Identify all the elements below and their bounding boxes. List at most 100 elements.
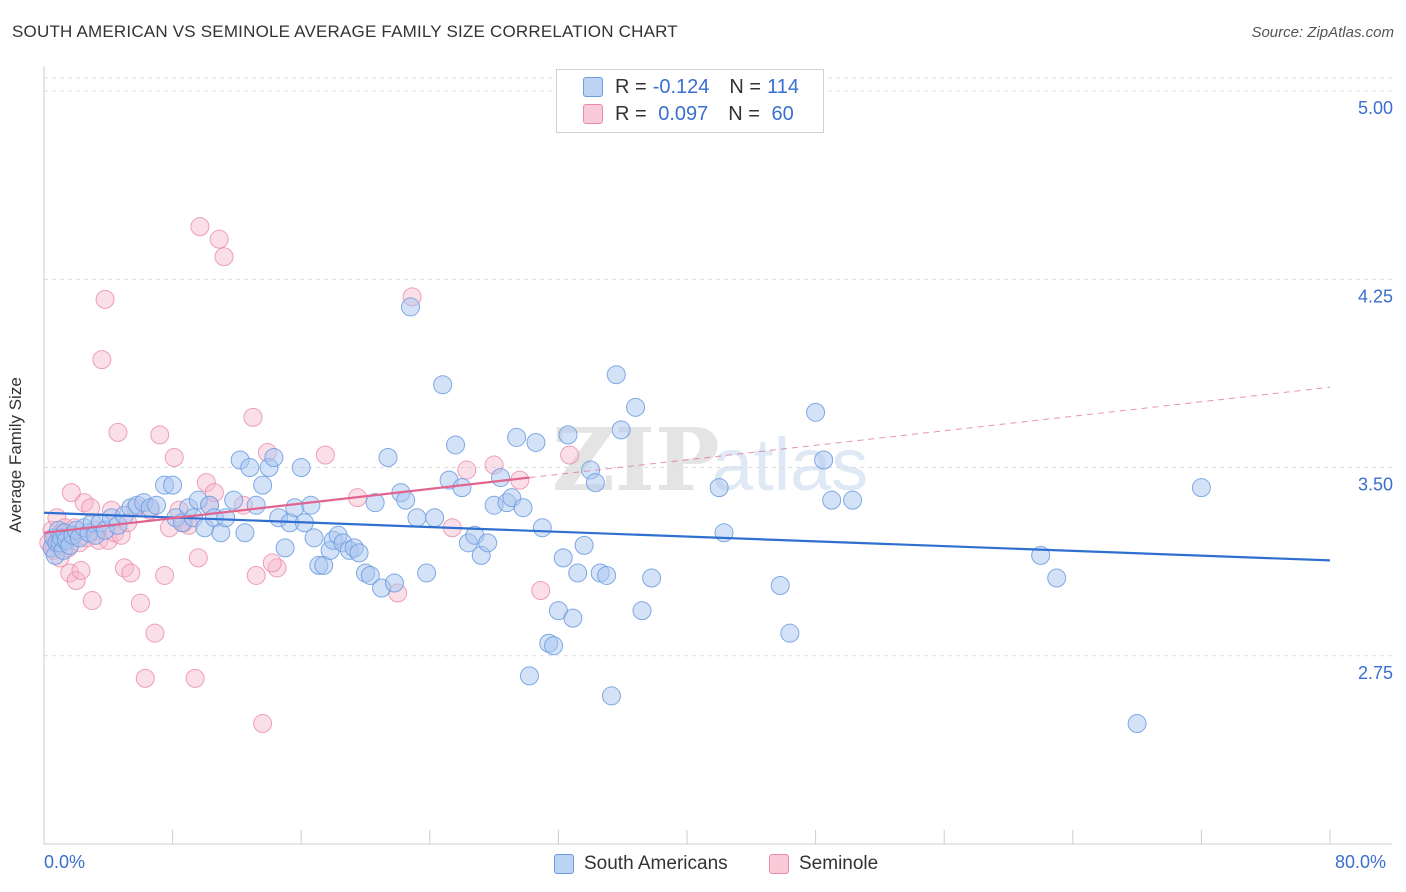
seminole-point	[145, 623, 165, 643]
south-american-point	[224, 490, 244, 510]
south-american-point	[563, 608, 583, 628]
south-american-point	[507, 427, 527, 447]
seminole-point	[60, 563, 80, 583]
y-tick-label: 5.00	[1358, 98, 1393, 118]
n-value: 60	[765, 102, 794, 125]
south-american-point	[519, 666, 539, 686]
svg-text:ZIP: ZIP	[552, 410, 720, 511]
south-american-point	[770, 576, 790, 596]
source-label: Source: ZipAtlas.com	[1251, 24, 1394, 41]
r-label: R =	[615, 102, 647, 125]
seminole-point	[214, 247, 234, 267]
south-american-point	[235, 523, 255, 543]
south-american-point	[585, 473, 605, 493]
south-american-point	[401, 297, 421, 317]
seminole-point	[560, 445, 580, 465]
seminole-point	[196, 473, 216, 493]
seminole-point	[95, 289, 115, 309]
r-value: 0.097	[652, 102, 709, 125]
blue-swatch	[554, 854, 574, 874]
south-american-point	[642, 568, 662, 588]
seminole-point	[209, 229, 229, 249]
n-label: N =	[729, 75, 762, 98]
seminole-point	[164, 448, 184, 468]
r-value: -0.124	[652, 75, 710, 98]
south-american-point	[574, 535, 594, 555]
seminole-point	[130, 593, 150, 613]
south-american-point	[365, 493, 385, 513]
south-american-point	[1191, 478, 1211, 498]
south-american-point	[806, 402, 826, 422]
south-american-point	[253, 475, 273, 495]
x-tick-label-max: 80.0%	[1335, 852, 1387, 872]
seminole-trend-extension	[529, 386, 1331, 479]
svg-text:atlas: atlas	[712, 423, 868, 506]
seminole-point	[71, 560, 91, 580]
south-american-point	[814, 450, 834, 470]
south-american-point	[568, 563, 588, 583]
seminole-point	[121, 563, 141, 583]
south-american-point	[396, 490, 416, 510]
y-tick-label: 2.75	[1358, 663, 1393, 683]
seminole-point	[92, 350, 112, 370]
legend-row-seminole: R = 0.097 N = 60	[583, 102, 794, 126]
seminole-point	[315, 445, 335, 465]
south-american-point	[433, 375, 453, 395]
south-american-point	[147, 495, 167, 515]
south-american-point	[407, 508, 427, 528]
y-tick-labels: 2.75 3.50 4.25 5.00	[1358, 98, 1393, 683]
pink-swatch	[583, 104, 603, 124]
seminole-point	[108, 422, 128, 442]
south-american-point	[544, 636, 564, 656]
seminole-point	[114, 558, 134, 578]
south-american-point	[513, 498, 533, 518]
legend-row-south-americans: R = -0.124 N = 114	[583, 75, 799, 99]
seminole-point	[82, 591, 102, 611]
seminole-point	[185, 668, 205, 688]
south-american-point	[597, 565, 617, 585]
seminole-point	[150, 425, 170, 445]
gridlines	[44, 77, 1392, 657]
south-american-point	[491, 468, 511, 488]
south-american-point	[240, 458, 260, 478]
south-american-point	[163, 475, 183, 495]
south-american-point	[780, 623, 800, 643]
south-american-point	[360, 565, 380, 585]
south-american-point	[446, 435, 466, 455]
chart-title: SOUTH AMERICAN VS SEMINOLE AVERAGE FAMIL…	[12, 22, 678, 41]
south-americans-trend-line	[43, 511, 1331, 562]
seminole-point	[61, 483, 81, 503]
legend-item-seminole: Seminole	[769, 852, 878, 876]
south-american-point	[632, 601, 652, 621]
south-american-point	[553, 548, 573, 568]
south-american-point	[275, 538, 295, 558]
legend-label: Seminole	[799, 853, 879, 874]
south-american-point	[1047, 568, 1067, 588]
trend-lines	[43, 386, 1331, 562]
seminole-point	[188, 548, 208, 568]
x-tick-label-min: 0.0%	[44, 852, 86, 872]
seminole-point	[262, 553, 282, 573]
south-american-point	[626, 397, 646, 417]
south-american-point	[349, 543, 369, 563]
y-tick-label: 4.25	[1358, 286, 1393, 306]
y-tick-label: 3.50	[1358, 475, 1393, 495]
axes	[43, 66, 1392, 845]
south-american-point	[478, 533, 498, 553]
seminole-point	[155, 565, 175, 585]
seminole-point	[74, 493, 94, 513]
seminole-point	[243, 407, 263, 427]
seminole-point	[246, 565, 266, 585]
seminole-trend-line	[43, 476, 530, 534]
y-axis-label: Average Family Size	[6, 377, 25, 533]
seminole-point	[457, 460, 477, 480]
legend-item-south-americans: South Americans	[554, 852, 728, 876]
seminole-point	[66, 570, 86, 590]
south-american-point	[301, 495, 321, 515]
south-american-point	[384, 573, 404, 593]
blue-swatch	[583, 77, 603, 97]
south-american-point	[452, 478, 472, 498]
seminole-point	[190, 217, 210, 237]
south-american-point	[291, 458, 311, 478]
